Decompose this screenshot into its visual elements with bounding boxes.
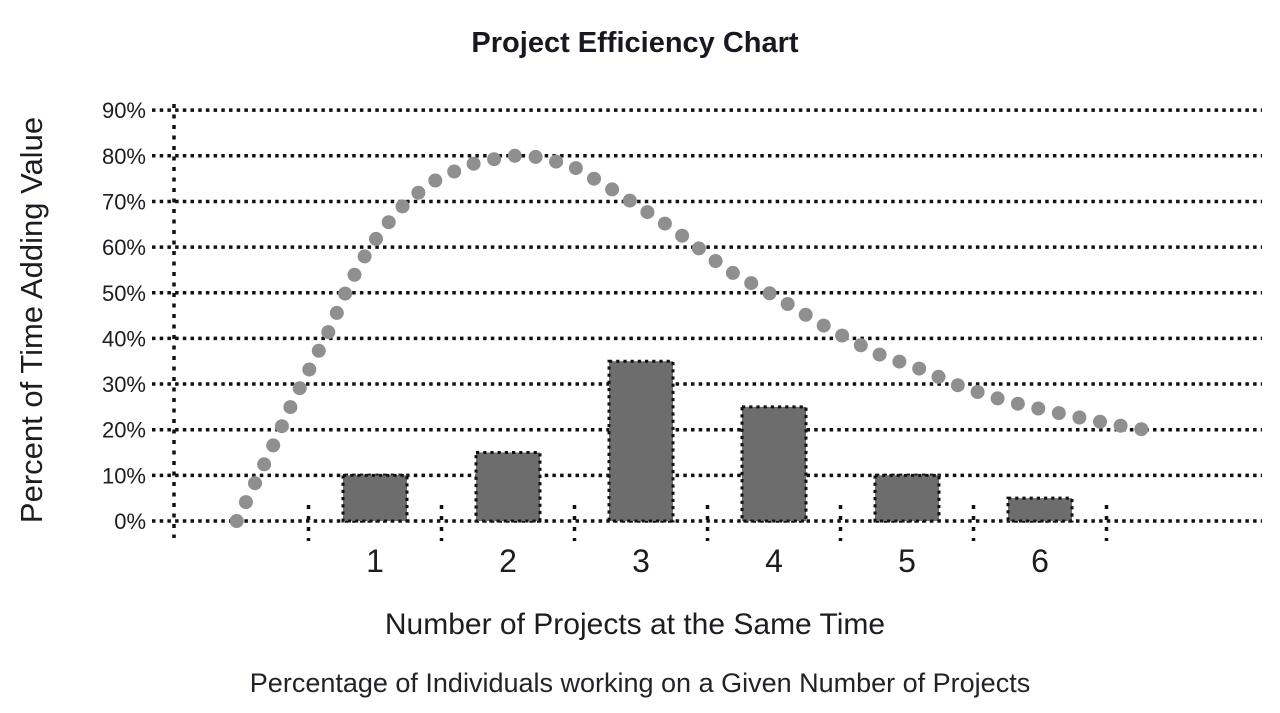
curve-dot	[411, 185, 426, 200]
x-tick-label: 4	[765, 543, 783, 579]
curve-dot	[587, 171, 601, 186]
x-tick-label: 6	[1031, 543, 1049, 579]
curve-dot	[622, 193, 637, 208]
x-tick-label: 2	[499, 543, 517, 579]
curve-dot	[229, 514, 244, 528]
y-tick-label: 60%	[102, 235, 146, 260]
x-tick-label: 1	[366, 543, 384, 579]
curve-dot	[725, 265, 740, 280]
curve-dot	[257, 457, 272, 472]
bar	[740, 405, 808, 523]
curve-dot	[990, 391, 1005, 406]
curve-dot	[675, 228, 690, 243]
curve-dot	[640, 205, 655, 220]
curve-dot	[428, 173, 443, 188]
y-tick-label: 50%	[102, 281, 146, 306]
bar	[341, 473, 409, 523]
curve-dot	[466, 156, 481, 171]
bar-series-layer	[341, 359, 1074, 523]
curve-dot	[1072, 410, 1087, 425]
y-tick-label: 30%	[102, 372, 146, 397]
y-tick-label: 10%	[102, 463, 146, 488]
curve-dot	[1031, 401, 1046, 416]
y-tick-label: 40%	[102, 326, 146, 351]
curve-dot	[311, 343, 326, 358]
curve-dot	[1093, 414, 1107, 429]
curve-dot	[329, 305, 344, 320]
curve-dot	[369, 231, 383, 246]
bar	[607, 359, 675, 523]
y-tick-label: 90%	[102, 98, 146, 123]
bar	[474, 451, 542, 523]
curve-dot	[266, 438, 281, 453]
curve-dot	[1051, 406, 1066, 421]
curve-dot	[321, 325, 336, 340]
curve-dot	[931, 369, 946, 384]
curve-dot	[248, 476, 262, 491]
y-tick-label: 20%	[102, 418, 146, 443]
y-axis-tick-labels: 0% 10% 20% 30% 40% 50% 60% 70% 80% 90%	[102, 98, 146, 534]
curve-dot	[1113, 418, 1128, 433]
curve-dot	[338, 286, 353, 301]
curve-dot	[274, 419, 289, 434]
curve-dot	[780, 297, 795, 311]
curve-dot	[292, 381, 307, 396]
curve-dot	[1134, 422, 1149, 437]
curve-dot	[238, 495, 253, 510]
curve-dot	[487, 152, 502, 167]
curve-dot	[357, 249, 372, 264]
bar	[1006, 496, 1074, 523]
curve-dot	[798, 307, 813, 322]
curve-dot	[835, 328, 850, 343]
curve-dot	[347, 267, 362, 282]
curve-dot	[970, 385, 985, 399]
curve-dot	[1010, 396, 1025, 411]
x-axis-tick-labels: 1 2 3 4 5 6	[366, 543, 1049, 579]
y-tick-label: 70%	[102, 189, 146, 214]
curve-dot	[744, 276, 759, 291]
curve-dot	[762, 286, 777, 301]
curve-dot	[708, 254, 723, 268]
curve-dot	[528, 149, 543, 164]
curve-dot	[892, 354, 907, 369]
x-tick-label: 3	[632, 543, 650, 579]
curve-dot	[381, 215, 396, 230]
curve-dot	[657, 216, 672, 231]
curve-dot	[302, 362, 317, 377]
curve-dot	[912, 361, 927, 376]
bar	[873, 473, 941, 523]
curve-dot	[549, 154, 564, 169]
gridline-layer	[152, 104, 1262, 541]
curve-dot	[568, 161, 583, 176]
curve-dot	[691, 241, 706, 256]
curve-dot	[950, 378, 965, 393]
curve-dot	[507, 148, 522, 163]
chart-title: Project Efficiency Chart	[471, 27, 798, 59]
curve-dot	[605, 182, 620, 197]
curve-dot	[395, 199, 410, 214]
x-tick-label: 5	[898, 543, 916, 579]
y-tick-label: 0%	[114, 509, 146, 534]
curve-dot	[872, 347, 887, 362]
y-tick-label: 80%	[102, 144, 146, 169]
curve-dot	[853, 338, 868, 353]
curve-dot	[447, 164, 462, 179]
x-axis-title: Number of Projects at the Same Time	[385, 608, 885, 641]
dotted-curve-layer	[229, 148, 1149, 528]
curve-dot	[283, 400, 298, 415]
y-axis-title: Percent of Time Adding Value	[14, 117, 49, 523]
chart-caption: Percentage of Individuals working on a G…	[250, 668, 1030, 698]
curve-dot	[816, 318, 831, 333]
